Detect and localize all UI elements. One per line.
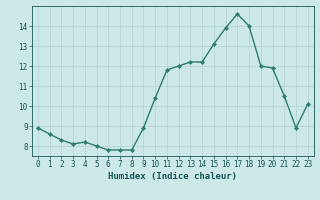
X-axis label: Humidex (Indice chaleur): Humidex (Indice chaleur) [108,172,237,181]
